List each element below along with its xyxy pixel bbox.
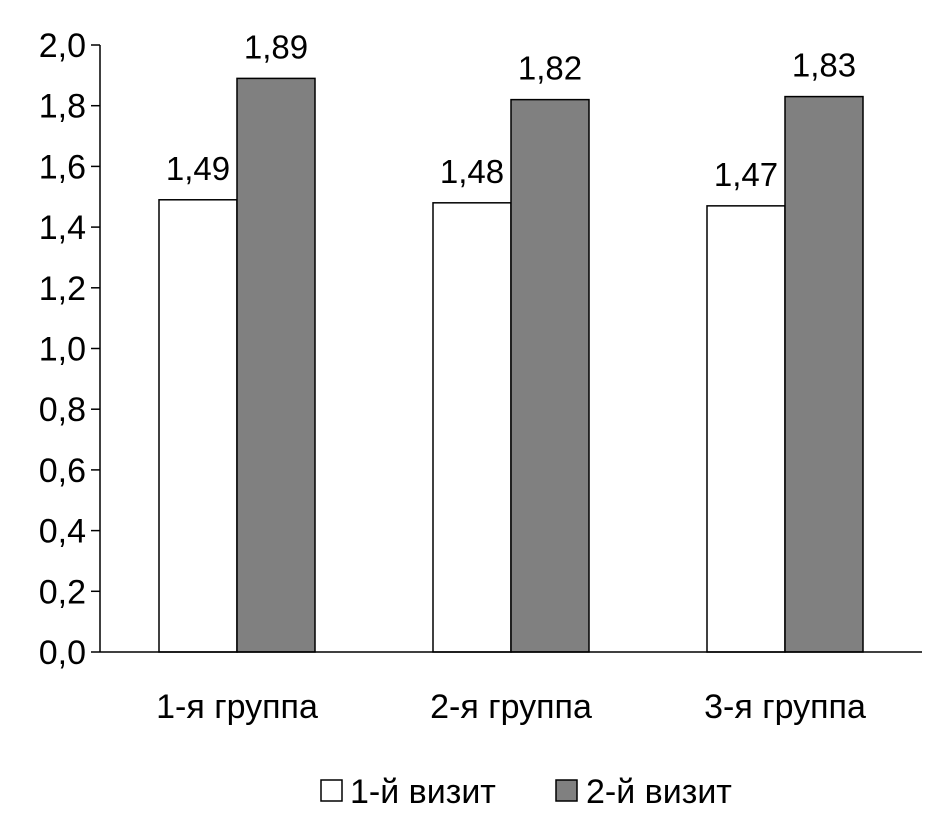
y-tick-label: 1,4 xyxy=(39,209,86,247)
category-labels: 1-я группа 2-я группа 3-я группа xyxy=(156,688,866,726)
y-tick-label: 0,0 xyxy=(39,634,86,672)
bar-series-2-3 xyxy=(784,95,864,653)
category-label: 2-я группа xyxy=(430,688,592,726)
data-label: 1,82 xyxy=(518,50,582,87)
data-label: 1,49 xyxy=(166,150,230,187)
bar-series-1-3 xyxy=(706,205,786,653)
data-label: 1,83 xyxy=(792,47,856,84)
data-label: 1,47 xyxy=(714,156,778,193)
bar-series-1-2 xyxy=(432,202,512,653)
bar-series-2-2 xyxy=(510,98,590,653)
bar-series-2-1 xyxy=(236,77,316,653)
y-tick-label: 1,0 xyxy=(39,331,86,369)
legend: 1-й визит 2-й визит xyxy=(320,773,732,811)
y-tick-label: 0,2 xyxy=(39,573,86,611)
legend-swatch-2 xyxy=(555,779,578,802)
y-tick-label: 1,8 xyxy=(39,88,86,126)
data-label: 1,48 xyxy=(440,153,504,190)
y-axis-ticks: 0,0 0,2 0,4 0,6 0,8 1,0 1,2 1,4 1,6 1,8 2,0 xyxy=(39,27,100,672)
category-label: 3-я группа xyxy=(704,688,866,726)
y-tick-label: 0,6 xyxy=(39,452,86,490)
data-label: 1,89 xyxy=(244,28,308,65)
bar-series-1-1 xyxy=(158,199,238,653)
bars xyxy=(158,77,864,653)
legend-label-1: 1-й визит xyxy=(350,773,496,811)
y-tick-label: 2,0 xyxy=(39,27,86,65)
y-tick-label: 0,4 xyxy=(39,513,86,551)
legend-swatch-1 xyxy=(320,779,343,802)
y-tick-label: 1,2 xyxy=(39,270,86,308)
data-labels: 1,49 1,89 1,48 1,82 1,47 1,83 xyxy=(166,28,856,192)
y-tick-label: 1,6 xyxy=(39,148,86,186)
axes xyxy=(99,45,922,653)
category-label: 1-я группа xyxy=(156,688,318,726)
y-tick-label: 0,8 xyxy=(39,391,86,429)
legend-label-2: 2-й визит xyxy=(586,773,732,811)
